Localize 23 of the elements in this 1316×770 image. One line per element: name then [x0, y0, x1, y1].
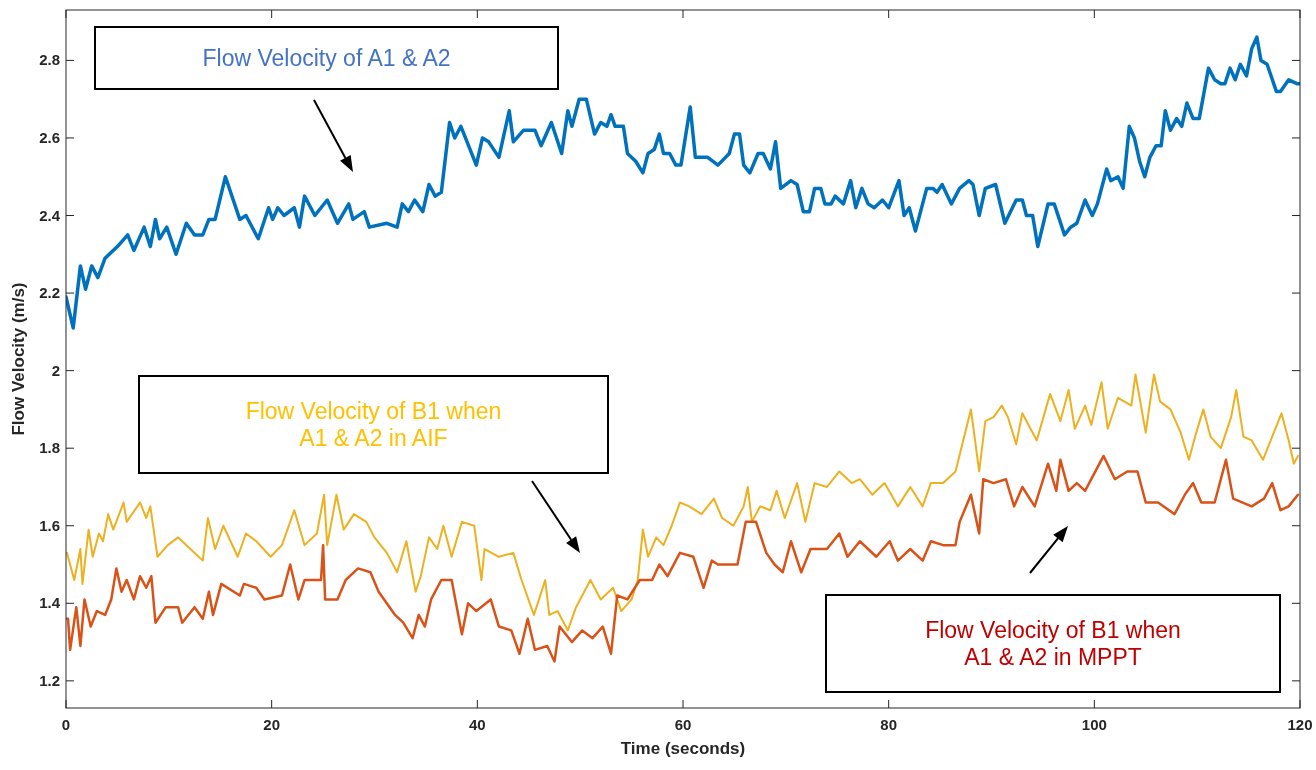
- annotation: Flow Velocity of B1 when A1 & A2 in AIF: [245, 397, 502, 452]
- line-series: [66, 35, 1300, 330]
- x-tick-label: 40: [468, 716, 486, 733]
- y-tick-label: 1.2: [39, 671, 60, 689]
- y-tick-label: 2.2: [39, 284, 60, 302]
- x-tick-label: 80: [880, 716, 898, 733]
- y-tick-label: 2.4: [39, 206, 61, 224]
- x-tick-label: 120: [1287, 716, 1313, 733]
- annotation: Flow Velocity of A1 & A2: [202, 45, 451, 72]
- x-tick-label: 100: [1081, 716, 1107, 733]
- x-axis-title: Time (seconds): [620, 739, 746, 758]
- y-tick-label: 2: [51, 361, 60, 379]
- y-tick-label: 1.6: [39, 516, 60, 534]
- y-tick-label: 1.4: [39, 594, 61, 612]
- x-tick-label: 60: [674, 716, 692, 733]
- y-tick-label: 2.6: [39, 128, 60, 146]
- x-tick-label: 0: [61, 716, 71, 733]
- line-series: [66, 454, 1300, 663]
- y-axis-title: Flow Velocity (m/s): [9, 282, 28, 436]
- y-tick-label: 2.8: [39, 51, 60, 69]
- annotation: Flow Velocity of B1 when A1 & A2 in MPPT: [925, 616, 1181, 671]
- x-tick-label: 20: [263, 716, 281, 733]
- y-tick-label: 1.8: [39, 439, 60, 457]
